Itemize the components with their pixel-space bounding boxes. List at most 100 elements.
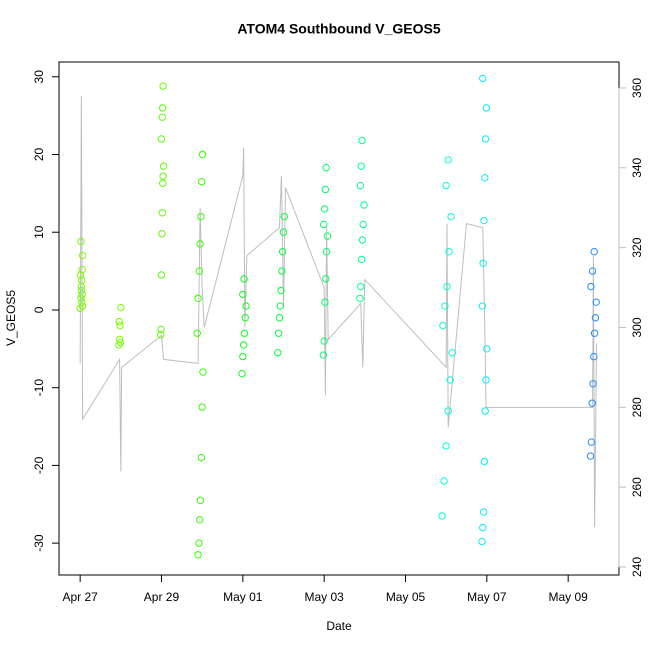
point xyxy=(159,172,167,180)
point xyxy=(322,164,330,172)
point xyxy=(439,321,447,330)
y2-tick-label: 300 xyxy=(630,317,644,337)
point xyxy=(115,335,124,344)
point xyxy=(482,104,491,112)
point xyxy=(278,247,287,256)
point xyxy=(274,329,283,337)
point xyxy=(241,314,249,322)
point xyxy=(115,317,123,326)
point xyxy=(199,368,207,376)
point xyxy=(480,216,488,225)
point xyxy=(482,376,490,384)
point xyxy=(280,212,289,221)
y-tick-label: -10 xyxy=(32,379,46,397)
x-tick-label: May 09 xyxy=(548,590,588,604)
point xyxy=(358,136,366,145)
point xyxy=(323,232,332,240)
point xyxy=(588,267,597,275)
point xyxy=(115,341,123,349)
point xyxy=(159,179,167,187)
point xyxy=(78,302,87,310)
point xyxy=(321,185,330,194)
point xyxy=(322,275,330,283)
point xyxy=(586,452,595,460)
point xyxy=(590,329,599,337)
point xyxy=(78,298,86,306)
point xyxy=(116,321,124,330)
point xyxy=(357,282,365,291)
point xyxy=(78,251,87,260)
point xyxy=(481,407,489,415)
point xyxy=(590,352,598,361)
point xyxy=(239,290,247,299)
point xyxy=(195,539,203,547)
point xyxy=(479,523,487,532)
point xyxy=(76,271,85,279)
point xyxy=(479,74,487,83)
x-tick-label: Apr 29 xyxy=(144,590,180,604)
x-tick-label: May 07 xyxy=(467,590,507,604)
x-tick-label: May 03 xyxy=(304,590,344,604)
point xyxy=(117,303,125,312)
point xyxy=(587,282,595,291)
point xyxy=(592,298,600,306)
y2-tick-label: 280 xyxy=(630,397,644,417)
chart-title: ATOM4 Southbound V_GEOS5 xyxy=(237,21,440,37)
point xyxy=(157,271,166,279)
point xyxy=(481,174,489,182)
point xyxy=(591,314,600,322)
y2-tick-label: 360 xyxy=(630,78,644,98)
point xyxy=(157,325,165,334)
point xyxy=(478,302,487,310)
point xyxy=(359,220,367,229)
point xyxy=(159,82,167,90)
point xyxy=(589,380,597,388)
point xyxy=(156,331,165,339)
point xyxy=(360,201,368,209)
point xyxy=(481,135,490,143)
point xyxy=(480,457,489,466)
point xyxy=(356,294,364,302)
point xyxy=(588,399,596,407)
point xyxy=(448,349,456,357)
point xyxy=(447,212,455,221)
point xyxy=(276,302,284,310)
y2-tick-label: 240 xyxy=(630,557,644,577)
point xyxy=(239,341,248,349)
point xyxy=(358,236,367,244)
point xyxy=(159,162,168,170)
x-tick-label: May 01 xyxy=(223,590,263,604)
point xyxy=(590,247,598,256)
point xyxy=(194,294,202,302)
x-axis-label: Date xyxy=(326,619,352,633)
point xyxy=(195,267,204,275)
y2-tick-label: 340 xyxy=(630,157,644,177)
y-tick-label: 10 xyxy=(32,225,46,239)
line xyxy=(79,95,598,528)
point xyxy=(319,351,328,359)
point xyxy=(320,205,329,213)
point xyxy=(77,294,85,302)
point xyxy=(194,551,202,559)
point xyxy=(320,337,328,345)
point xyxy=(238,369,246,378)
point xyxy=(278,267,286,275)
y-tick-label: 0 xyxy=(32,306,46,313)
point xyxy=(440,477,448,485)
point xyxy=(197,212,205,221)
point xyxy=(159,104,167,112)
x-tick-label: Apr 27 xyxy=(62,590,98,604)
point xyxy=(158,113,166,121)
point xyxy=(197,453,206,462)
point xyxy=(78,290,86,299)
y-tick-label: -30 xyxy=(32,534,46,552)
point xyxy=(158,209,166,217)
point xyxy=(587,438,596,446)
point xyxy=(196,516,204,524)
point xyxy=(274,349,282,357)
point xyxy=(444,407,452,415)
point xyxy=(443,282,451,291)
point xyxy=(483,345,491,353)
point xyxy=(321,298,329,306)
